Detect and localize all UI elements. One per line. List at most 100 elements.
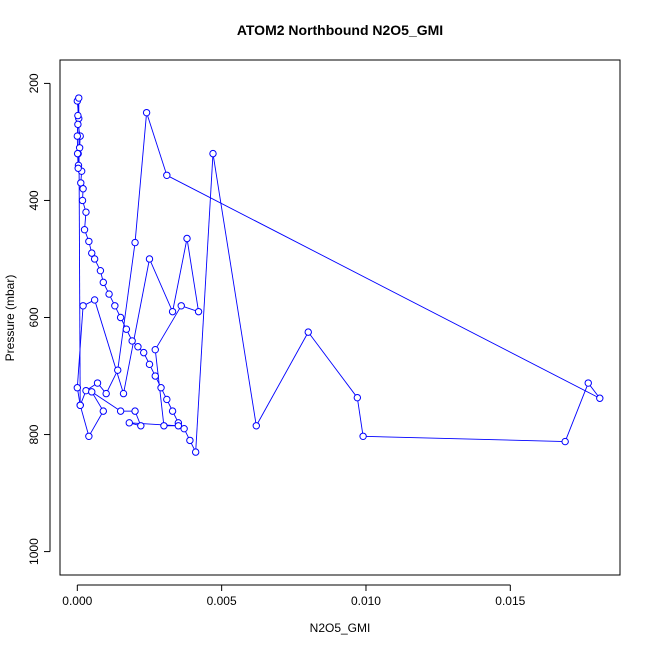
- data-point: [168, 307, 177, 316]
- data-point: [180, 424, 188, 433]
- data-point: [78, 196, 87, 205]
- data-point: [151, 372, 159, 380]
- y-tick-label: 600: [27, 307, 41, 327]
- x-axis: 0.000 0.005 0.010 0.015: [62, 584, 526, 608]
- data-point: [151, 345, 159, 354]
- data-point: [584, 379, 592, 387]
- data-point: [93, 379, 102, 387]
- data-point: [111, 302, 119, 310]
- data-point: [85, 432, 93, 441]
- data-point: [114, 366, 122, 374]
- data-point: [177, 302, 185, 310]
- y-tick-label: 200: [27, 73, 41, 93]
- data-point: [174, 422, 183, 430]
- data-point: [142, 108, 151, 117]
- data-point: [191, 448, 200, 456]
- chart-title: ATOM2 Northbound N2O5_GMI: [237, 22, 443, 38]
- data-point: [119, 389, 128, 398]
- series-segment: [363, 435, 566, 443]
- data-point: [561, 437, 569, 446]
- x-axis-label: N2O5_GMI: [310, 621, 371, 635]
- data-point: [79, 302, 87, 310]
- data-point: [73, 149, 82, 158]
- data-point: [74, 164, 82, 172]
- data-point: [131, 407, 139, 415]
- series-segment: [564, 382, 589, 442]
- data-point: [85, 237, 93, 246]
- data-point: [140, 348, 148, 357]
- data-point: [209, 149, 217, 158]
- x-tick-label: 0.015: [495, 594, 525, 608]
- series-segment: [91, 391, 104, 412]
- data-point: [116, 313, 125, 322]
- series-segment: [129, 422, 179, 427]
- data-point: [145, 360, 154, 369]
- series-segment: [134, 112, 148, 243]
- data-point: [74, 120, 82, 129]
- series-segment: [307, 331, 358, 398]
- series-segment: [123, 258, 150, 394]
- data-point: [157, 384, 165, 392]
- data-point: [128, 337, 136, 345]
- data-point: [168, 407, 177, 415]
- data-point: [102, 389, 110, 398]
- x-tick-label: 0.000: [62, 594, 92, 608]
- data-point: [90, 255, 99, 263]
- series-segment: [195, 153, 214, 453]
- data-point: [82, 208, 90, 216]
- data-point: [73, 132, 82, 140]
- series-segment: [117, 242, 136, 371]
- series-points: [73, 94, 604, 456]
- data-point: [96, 266, 105, 275]
- data-point: [596, 394, 604, 402]
- data-point: [186, 436, 194, 445]
- plot-frame: [59, 59, 621, 576]
- series-segment: [172, 238, 188, 312]
- data-point: [99, 407, 107, 415]
- data-point: [73, 384, 82, 392]
- series-segment: [79, 405, 90, 437]
- data-point: [353, 393, 362, 402]
- series-segment: [146, 112, 168, 176]
- data-point: [88, 388, 96, 396]
- data-point: [75, 94, 83, 102]
- series-segment: [105, 369, 119, 394]
- data-point: [134, 343, 142, 351]
- x-tick-label: 0.010: [351, 594, 381, 608]
- y-axis: 200 400 600 800 1000: [27, 73, 51, 565]
- series-segment: [186, 238, 200, 312]
- data-point: [163, 395, 171, 404]
- data-point: [304, 328, 312, 336]
- series-segment: [166, 174, 600, 399]
- series-segment: [356, 397, 364, 437]
- series-lines: [76, 98, 601, 453]
- data-point: [125, 419, 133, 427]
- data-point: [137, 422, 145, 430]
- series-segment: [212, 153, 257, 426]
- data-point: [90, 296, 99, 304]
- series-segment: [88, 410, 104, 437]
- data-point: [163, 171, 171, 179]
- series-segment: [154, 305, 182, 350]
- data-point: [99, 278, 107, 287]
- data-point: [183, 234, 191, 243]
- data-point: [74, 111, 82, 120]
- data-point: [160, 422, 168, 430]
- data-point: [116, 407, 125, 415]
- data-point: [194, 307, 203, 316]
- y-tick-label: 1000: [27, 538, 41, 565]
- data-point: [80, 226, 89, 234]
- data-point: [122, 325, 131, 333]
- x-tick-label: 0.005: [207, 594, 237, 608]
- data-point: [88, 249, 96, 257]
- data-point: [105, 290, 113, 298]
- data-point: [252, 422, 260, 430]
- series-segment: [149, 258, 173, 312]
- y-axis-label: Pressure (mbar): [3, 275, 17, 362]
- y-tick-label: 400: [27, 190, 41, 210]
- series-segment: [94, 299, 124, 394]
- data-point: [76, 401, 84, 409]
- y-tick-label: 800: [27, 424, 41, 444]
- data-point: [359, 432, 367, 441]
